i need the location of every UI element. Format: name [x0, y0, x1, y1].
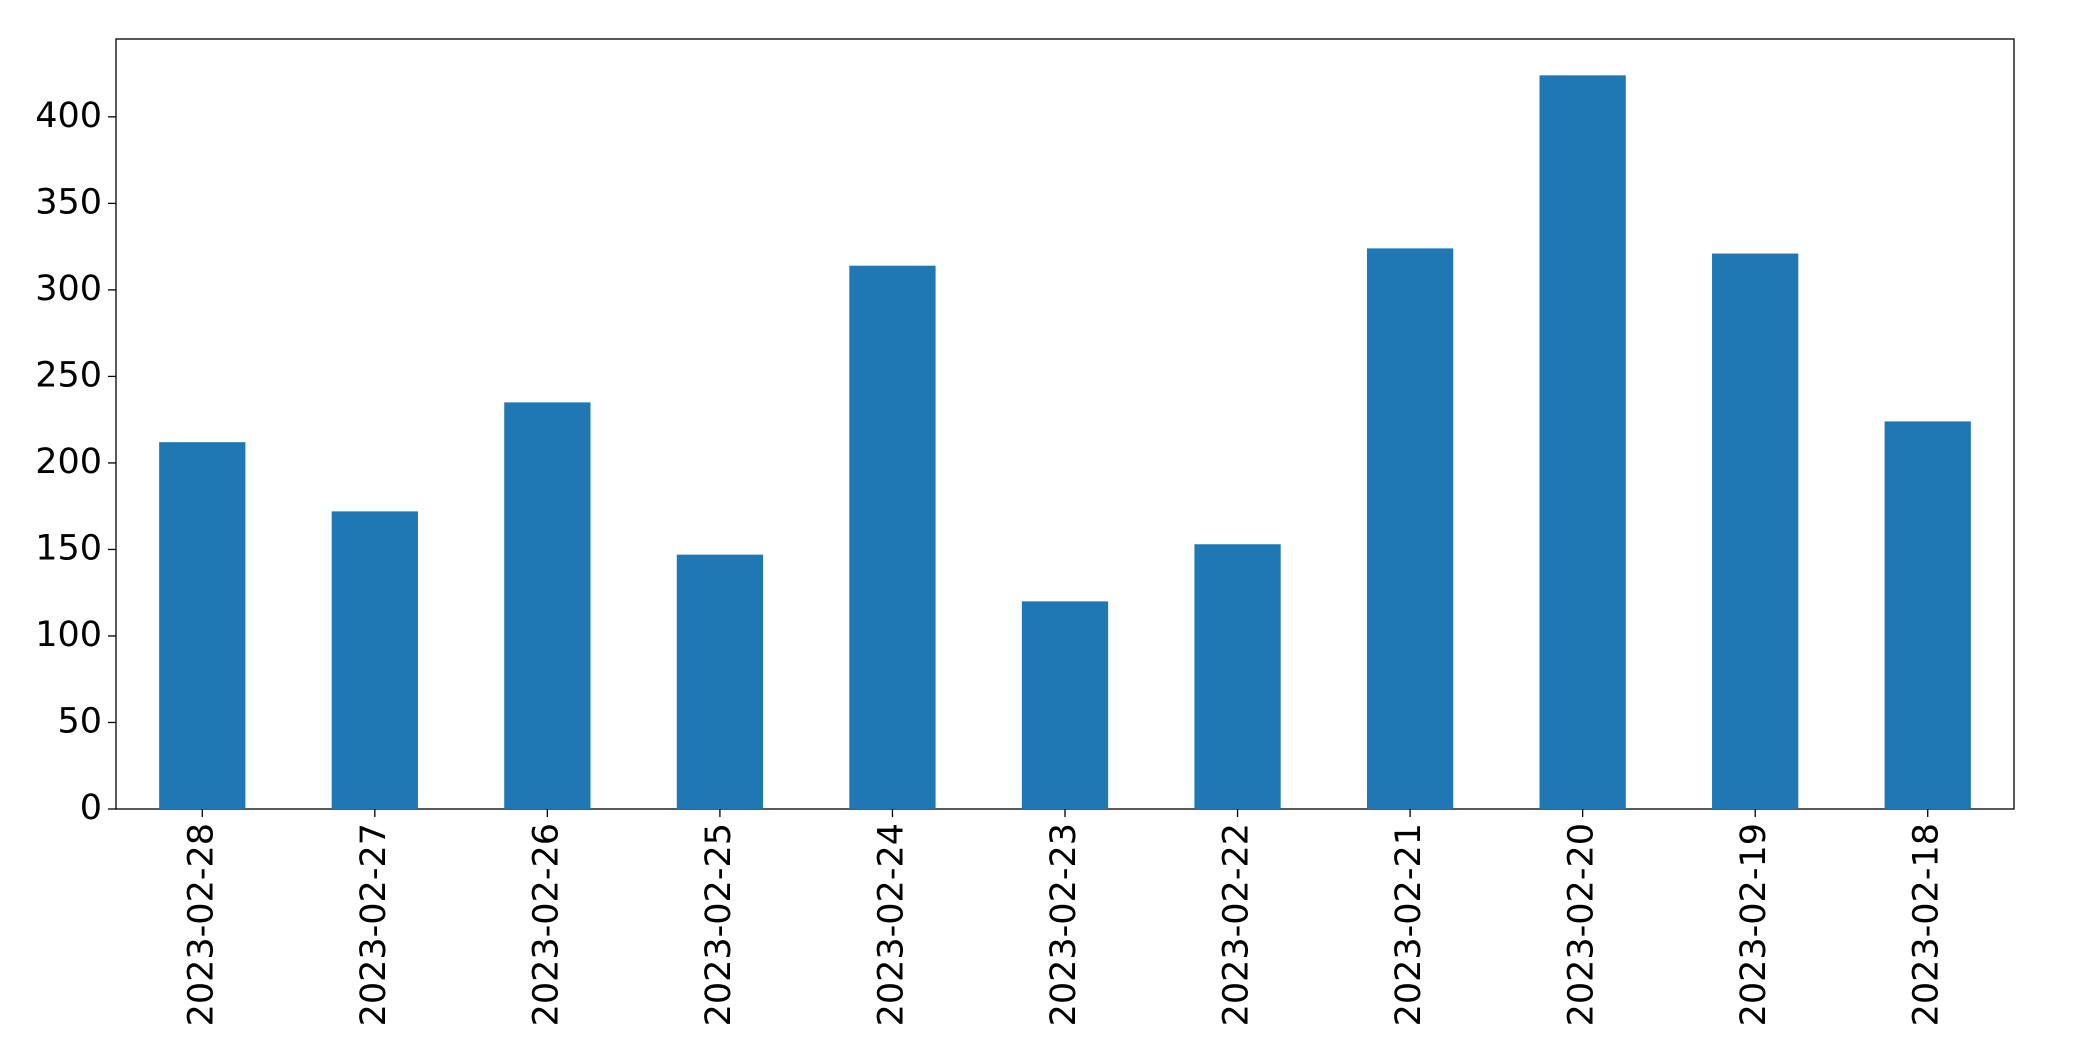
y-tick-label: 250	[35, 355, 102, 395]
x-tick-label: 2023-02-27	[354, 823, 394, 1026]
y-tick-label: 50	[57, 701, 102, 741]
x-tick-label: 2023-02-26	[526, 823, 566, 1026]
x-tick-label: 2023-02-18	[1907, 823, 1947, 1026]
bar	[1539, 75, 1626, 809]
x-tick-label: 2023-02-20	[1562, 823, 1602, 1026]
bar	[849, 265, 936, 809]
bar	[676, 554, 764, 809]
bar	[1366, 248, 1454, 809]
bar	[1884, 421, 1971, 809]
y-tick-label: 400	[35, 96, 102, 136]
bar	[1194, 544, 1281, 809]
bar	[159, 442, 246, 809]
y-tick-label: 350	[35, 182, 102, 222]
y-tick-label: 200	[35, 442, 102, 482]
y-tick-label: 100	[35, 615, 102, 655]
x-tick-label: 2023-02-25	[699, 823, 739, 1026]
bar	[1712, 253, 1799, 810]
x-tick-label: 2023-02-23	[1044, 823, 1084, 1026]
bar	[1021, 601, 1109, 809]
y-tick-label: 150	[35, 528, 102, 568]
x-tick-label: 2023-02-22	[1217, 823, 1257, 1026]
x-tick-label: 2023-02-28	[181, 823, 221, 1026]
y-tick-label: 300	[35, 269, 102, 309]
x-tick-label: 2023-02-19	[1734, 823, 1774, 1026]
bar	[504, 402, 591, 809]
y-tick-label: 0	[80, 788, 102, 828]
x-tick-label: 2023-02-24	[871, 823, 911, 1026]
bar	[331, 511, 418, 809]
x-tick-label: 2023-02-21	[1389, 823, 1429, 1026]
